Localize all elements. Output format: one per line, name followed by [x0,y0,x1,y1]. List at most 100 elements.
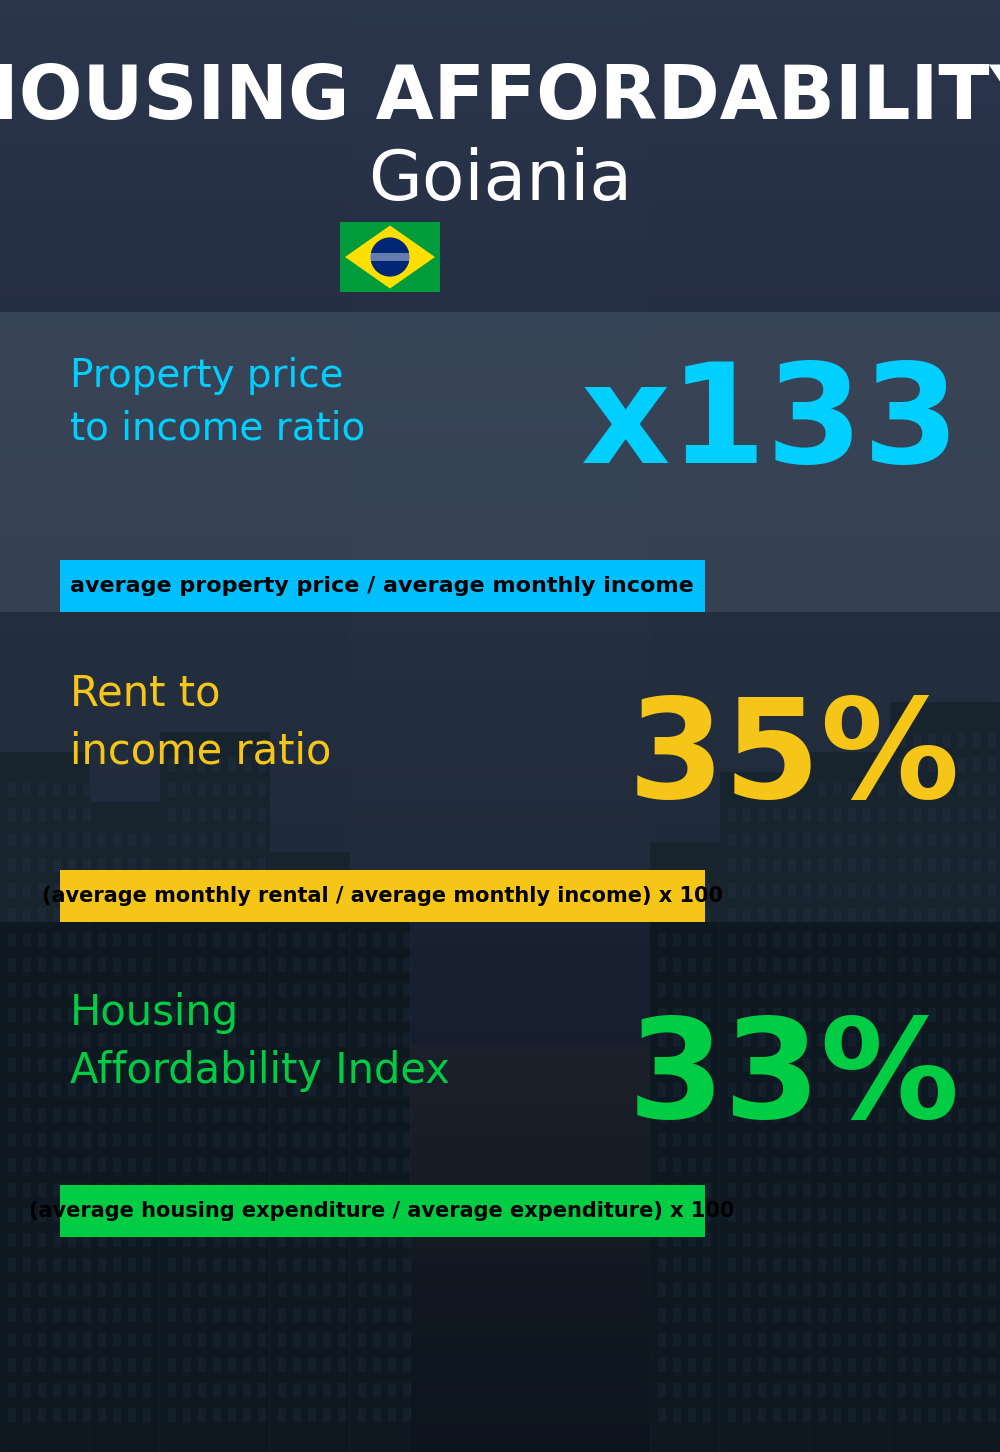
Bar [23,908,31,922]
Bar [128,1408,136,1422]
Bar [485,0,490,1053]
Bar [308,1233,316,1247]
Bar [673,1032,681,1047]
Bar [143,1108,151,1122]
Bar [53,958,61,971]
Bar [258,1333,266,1347]
Bar [213,1308,221,1321]
Bar [183,1183,191,1196]
Bar [743,1358,751,1372]
Bar [943,783,951,797]
Bar [928,1208,936,1223]
Bar [243,934,251,947]
Bar [803,1159,811,1172]
Bar [23,1358,31,1372]
Bar [358,934,366,947]
Bar [878,1257,886,1272]
Bar [68,1059,76,1072]
Bar [703,1308,711,1321]
Bar [818,1233,826,1247]
Bar [68,934,76,947]
Bar [373,1208,381,1223]
Bar [863,1159,871,1172]
Bar [943,1284,951,1297]
Bar [758,1358,766,1372]
Bar [213,1257,221,1272]
Bar [688,1257,696,1272]
Bar [898,758,906,772]
Bar [898,983,906,998]
Bar [818,1008,826,1022]
Bar [375,0,380,1053]
Bar [338,1257,346,1272]
Bar [83,883,91,897]
Bar [300,1165,700,1172]
Bar [278,1233,286,1247]
Bar [958,1358,966,1372]
Bar [803,807,811,822]
Bar [168,833,176,847]
Bar [988,1333,996,1347]
Bar [8,1108,16,1122]
Bar [258,1284,266,1297]
Bar [308,1208,316,1223]
Bar [300,1220,700,1228]
Bar [258,1032,266,1047]
Bar [358,1133,366,1147]
Text: 35%: 35% [628,693,960,828]
Bar [168,1333,176,1347]
Bar [338,1308,346,1321]
Bar [758,1308,766,1321]
Text: 33%: 33% [628,1012,960,1147]
Bar [898,958,906,971]
Bar [228,883,236,897]
Bar [373,1257,381,1272]
Bar [168,783,176,797]
Bar [863,1008,871,1022]
Bar [308,1257,316,1272]
Bar [743,1133,751,1147]
Bar [243,807,251,822]
Bar [300,1284,700,1292]
Bar [213,1059,221,1072]
Bar [898,883,906,897]
Bar [293,1382,301,1397]
Bar [168,1183,176,1196]
Bar [833,908,841,922]
Bar [758,1257,766,1272]
Bar [773,983,781,998]
Bar [580,0,585,1053]
Bar [943,733,951,746]
Bar [878,1133,886,1147]
Bar [958,1408,966,1422]
Bar [143,983,151,998]
Bar [863,908,871,922]
Bar [213,807,221,822]
Bar [243,1208,251,1223]
Bar [128,1008,136,1022]
Bar [23,807,31,822]
Bar [773,908,781,922]
Bar [395,0,400,1053]
Bar [338,1408,346,1422]
Bar [403,1333,411,1347]
Bar [673,1408,681,1422]
Bar [913,908,921,922]
Bar [293,1408,301,1422]
Bar [8,883,16,897]
Bar [243,1159,251,1172]
Bar [913,833,921,847]
Bar [728,1083,736,1098]
Bar [743,1257,751,1272]
Bar [183,1059,191,1072]
Bar [228,1333,236,1347]
Bar [68,1159,76,1172]
Bar [243,1108,251,1122]
Bar [898,1208,906,1223]
Bar [848,1083,856,1098]
Bar [38,1284,46,1297]
Bar [98,858,106,873]
Bar [758,1284,766,1297]
Bar [943,1059,951,1072]
Bar [928,1008,936,1022]
